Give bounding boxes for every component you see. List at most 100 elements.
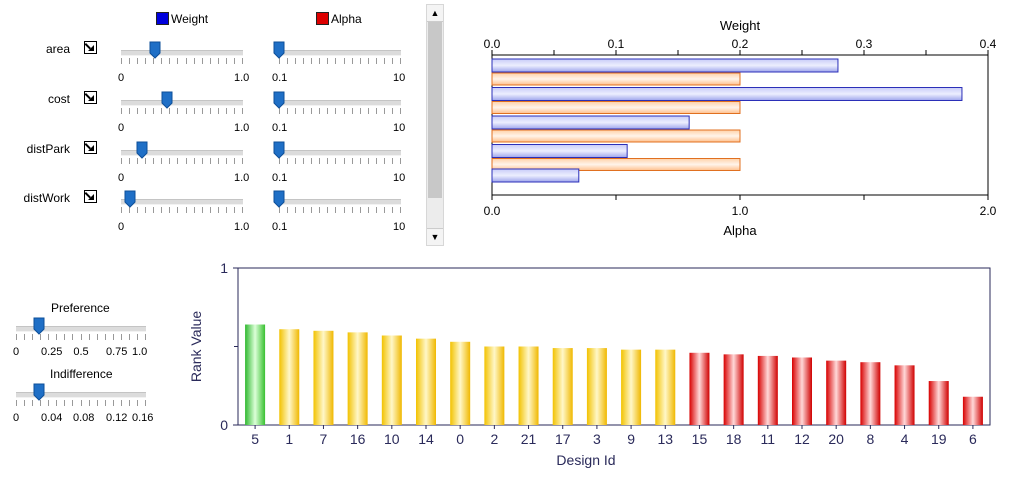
rank-bar-7 xyxy=(313,330,334,425)
alpha-slider-distWork-track[interactable] xyxy=(279,199,401,205)
preference-tick-label: 0.5 xyxy=(73,346,89,358)
rank-x-tick-label: 11 xyxy=(761,431,776,447)
indifference-slider-ticks xyxy=(16,400,146,406)
weight-slider-area-tick xyxy=(169,58,170,64)
weight-slider-distPark-thumb[interactable] xyxy=(136,141,148,159)
alpha-slider-distWork-tick xyxy=(376,207,377,213)
weight-slider-cost-tick xyxy=(121,108,122,114)
weight-slider-area-thumb[interactable] xyxy=(149,41,161,59)
indifference-slider-tick xyxy=(121,400,122,406)
criteria-scrollbar[interactable]: ▲ ▼ xyxy=(426,4,444,246)
weight-slider-cost-thumb[interactable] xyxy=(161,91,173,109)
alpha-slider-cost-track[interactable] xyxy=(279,100,401,106)
weight-slider-distWork-track[interactable] xyxy=(121,199,243,205)
weight-slider-cost-track[interactable] xyxy=(121,100,243,106)
criterion-toggle-icon[interactable] xyxy=(84,190,97,203)
weight-slider-distWork-tick xyxy=(194,207,195,213)
alpha-slider-area-tick xyxy=(400,58,401,64)
alpha-slider-area-thumb[interactable] xyxy=(273,41,285,59)
weight-slider-distPark-tick xyxy=(177,158,178,164)
weight-slider-distPark-track[interactable] xyxy=(121,150,243,156)
alpha-slider-distWork-tick xyxy=(327,207,328,213)
rank-bar-9 xyxy=(621,349,642,425)
indifference-slider-thumb[interactable] xyxy=(33,383,45,401)
weight-slider-cost-tick xyxy=(161,108,162,114)
weight-slider-cost-thumb-shape xyxy=(161,91,173,109)
alpha-slider-cost-tick xyxy=(352,108,353,114)
indifference-tick-label: 0.16 xyxy=(132,412,154,424)
alpha-slider-area-track[interactable] xyxy=(279,50,401,56)
weight-slider-distWork-thumb-shape xyxy=(124,190,136,208)
rank-x-axis-title: Design Id xyxy=(556,452,615,468)
criterion-toggle-icon[interactable] xyxy=(84,141,97,154)
weight-slider-cost-tick xyxy=(129,108,130,114)
preference-slider-tick xyxy=(137,334,138,340)
preference-slider-tick xyxy=(129,334,130,340)
weight-slider-distWork-tick xyxy=(177,207,178,213)
alpha-slider-distPark-tick xyxy=(335,158,336,164)
preference-slider-tick xyxy=(16,334,17,340)
weight-slider-cost-tick xyxy=(242,108,243,114)
criterion-label-cost: cost xyxy=(47,92,70,106)
alpha-slider-distWork-tick xyxy=(360,207,361,213)
scroll-up-arrow-icon[interactable]: ▲ xyxy=(427,5,443,22)
weight-scale-max: 1.0 xyxy=(234,172,250,184)
alpha-slider-distWork-tick xyxy=(311,207,312,213)
weight-legend-label: Weight xyxy=(171,12,209,26)
indifference-slider-thumb-shape xyxy=(33,383,45,401)
alpha-slider-area-tick xyxy=(392,58,393,64)
weight-slider-area-tick xyxy=(202,58,203,64)
rank-bar-16 xyxy=(347,332,368,425)
weight-slider-cost-tick xyxy=(153,108,154,114)
rank-y-axis-title: Rank Value xyxy=(188,311,204,383)
alpha-slider-distPark-thumb[interactable] xyxy=(273,141,285,159)
weight-slider-distPark-tick xyxy=(234,158,235,164)
alpha-slider-distPark-tick xyxy=(392,158,393,164)
alpha-tick-label: 1.0 xyxy=(732,204,749,218)
preference-slider-tick xyxy=(40,334,41,340)
preference-slider-track[interactable] xyxy=(16,326,146,332)
indifference-tick-label: 0.12 xyxy=(106,412,128,424)
rank-x-tick-label: 16 xyxy=(350,431,366,447)
scroll-down-arrow-icon[interactable]: ▼ xyxy=(427,228,443,245)
alpha-slider-distWork-tick xyxy=(368,207,369,213)
alpha-slider-cost-thumb[interactable] xyxy=(273,91,285,109)
rank-x-tick-label: 17 xyxy=(555,431,571,447)
alpha-slider-distPark-tick xyxy=(303,158,304,164)
alpha-scale-min: 0.1 xyxy=(272,221,288,233)
rank-bar-10 xyxy=(381,335,402,425)
indifference-slider-track[interactable] xyxy=(16,392,146,398)
alpha-scale-min: 0.1 xyxy=(272,72,288,84)
indifference-slider-tick xyxy=(97,400,98,406)
alpha-scale-min: 0.1 xyxy=(272,172,288,184)
indifference-slider-tick xyxy=(16,400,17,406)
alpha-slider-distWork-tick xyxy=(335,207,336,213)
weight-slider-distPark-tick xyxy=(129,158,130,164)
scroll-thumb[interactable] xyxy=(428,22,442,198)
preference-slider-thumb[interactable] xyxy=(33,317,45,335)
alpha-slider-cost-tick xyxy=(392,108,393,114)
alpha-slider-cost-tick xyxy=(360,108,361,114)
alpha-slider-cost-tick xyxy=(344,108,345,114)
rank-bar-8 xyxy=(860,362,881,425)
alpha-slider-distPark-track[interactable] xyxy=(279,150,401,156)
indifference-slider-tick xyxy=(72,400,73,406)
alpha-slider-distPark-tick xyxy=(360,158,361,164)
weight-slider-area-track[interactable] xyxy=(121,50,243,56)
weight-slider-area-tick xyxy=(186,58,187,64)
rank-bar-13 xyxy=(655,349,676,425)
alpha-slider-area-ticks xyxy=(279,58,401,64)
rank-bar-6 xyxy=(962,396,983,425)
weight-slider-distWork-thumb[interactable] xyxy=(124,190,136,208)
rank-x-tick-label: 0 xyxy=(456,431,464,447)
alpha-slider-distWork-thumb[interactable] xyxy=(273,190,285,208)
preference-slider-tick xyxy=(64,334,65,340)
rank-bar-15 xyxy=(689,352,710,425)
criterion-toggle-icon[interactable] xyxy=(84,41,97,54)
alpha-slider-distWork-tick xyxy=(279,207,280,213)
weight-slider-cost-tick xyxy=(202,108,203,114)
alpha-slider-area-tick xyxy=(376,58,377,64)
alpha-slider-area-tick xyxy=(311,58,312,64)
criterion-toggle-icon[interactable] xyxy=(84,91,97,104)
preference-slider-thumb-shape xyxy=(33,317,45,335)
